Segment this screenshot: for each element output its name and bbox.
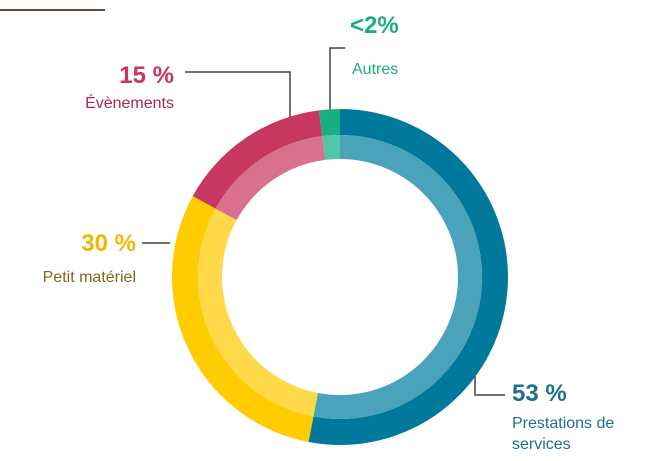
value-label: 53 % bbox=[512, 380, 567, 407]
value-label: <2% bbox=[350, 12, 399, 39]
donut-segment bbox=[192, 110, 323, 209]
value-label: 30 % bbox=[81, 230, 136, 257]
leader-line bbox=[329, 47, 345, 110]
category-label: Petit matériel bbox=[42, 269, 136, 286]
category-label: Autres bbox=[352, 61, 399, 78]
donut-segment-inner bbox=[313, 135, 482, 419]
donut-segment-inner bbox=[215, 136, 326, 221]
donut-segment-inner bbox=[197, 208, 318, 417]
category-label: Prestations de services bbox=[512, 415, 615, 453]
category-label: Évènements bbox=[85, 95, 174, 112]
donut-segment bbox=[308, 109, 508, 445]
donut-segment bbox=[318, 109, 340, 137]
value-label: 15 % bbox=[119, 62, 174, 89]
donut-segment-inner bbox=[322, 135, 340, 160]
donut-segment bbox=[171, 196, 314, 443]
leader-line bbox=[185, 71, 291, 118]
